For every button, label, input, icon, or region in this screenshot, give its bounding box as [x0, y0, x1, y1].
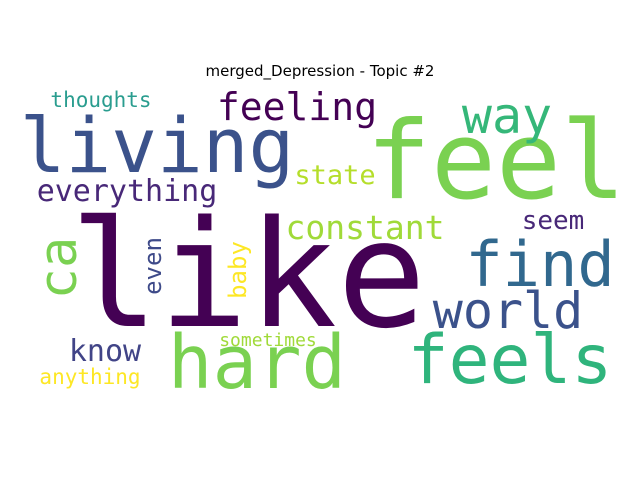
plot-title: merged_Depression - Topic #2 [205, 62, 435, 80]
word-know: know [69, 334, 142, 369]
word-find: find [465, 228, 614, 301]
word-feel: feel [366, 99, 626, 224]
word-thoughts: thoughts [50, 88, 151, 112]
word-everything: everything [37, 174, 218, 209]
word-baby: baby [224, 241, 252, 299]
word-like: like [70, 189, 426, 361]
word-hard: hard [168, 320, 346, 406]
word-world: world [433, 282, 584, 340]
word-feels: feels [408, 321, 613, 400]
word-even: even [139, 237, 167, 295]
word-constant: constant [286, 208, 445, 247]
word-living: living [20, 101, 295, 190]
word-way: way [462, 87, 552, 145]
word-sometimes: sometimes [219, 330, 317, 351]
word-seem: seem [522, 206, 585, 236]
word-anything: anything [39, 365, 140, 389]
word-ca: ca [29, 237, 89, 300]
word-feeling: feeling [217, 85, 377, 129]
word-state: state [294, 160, 375, 191]
